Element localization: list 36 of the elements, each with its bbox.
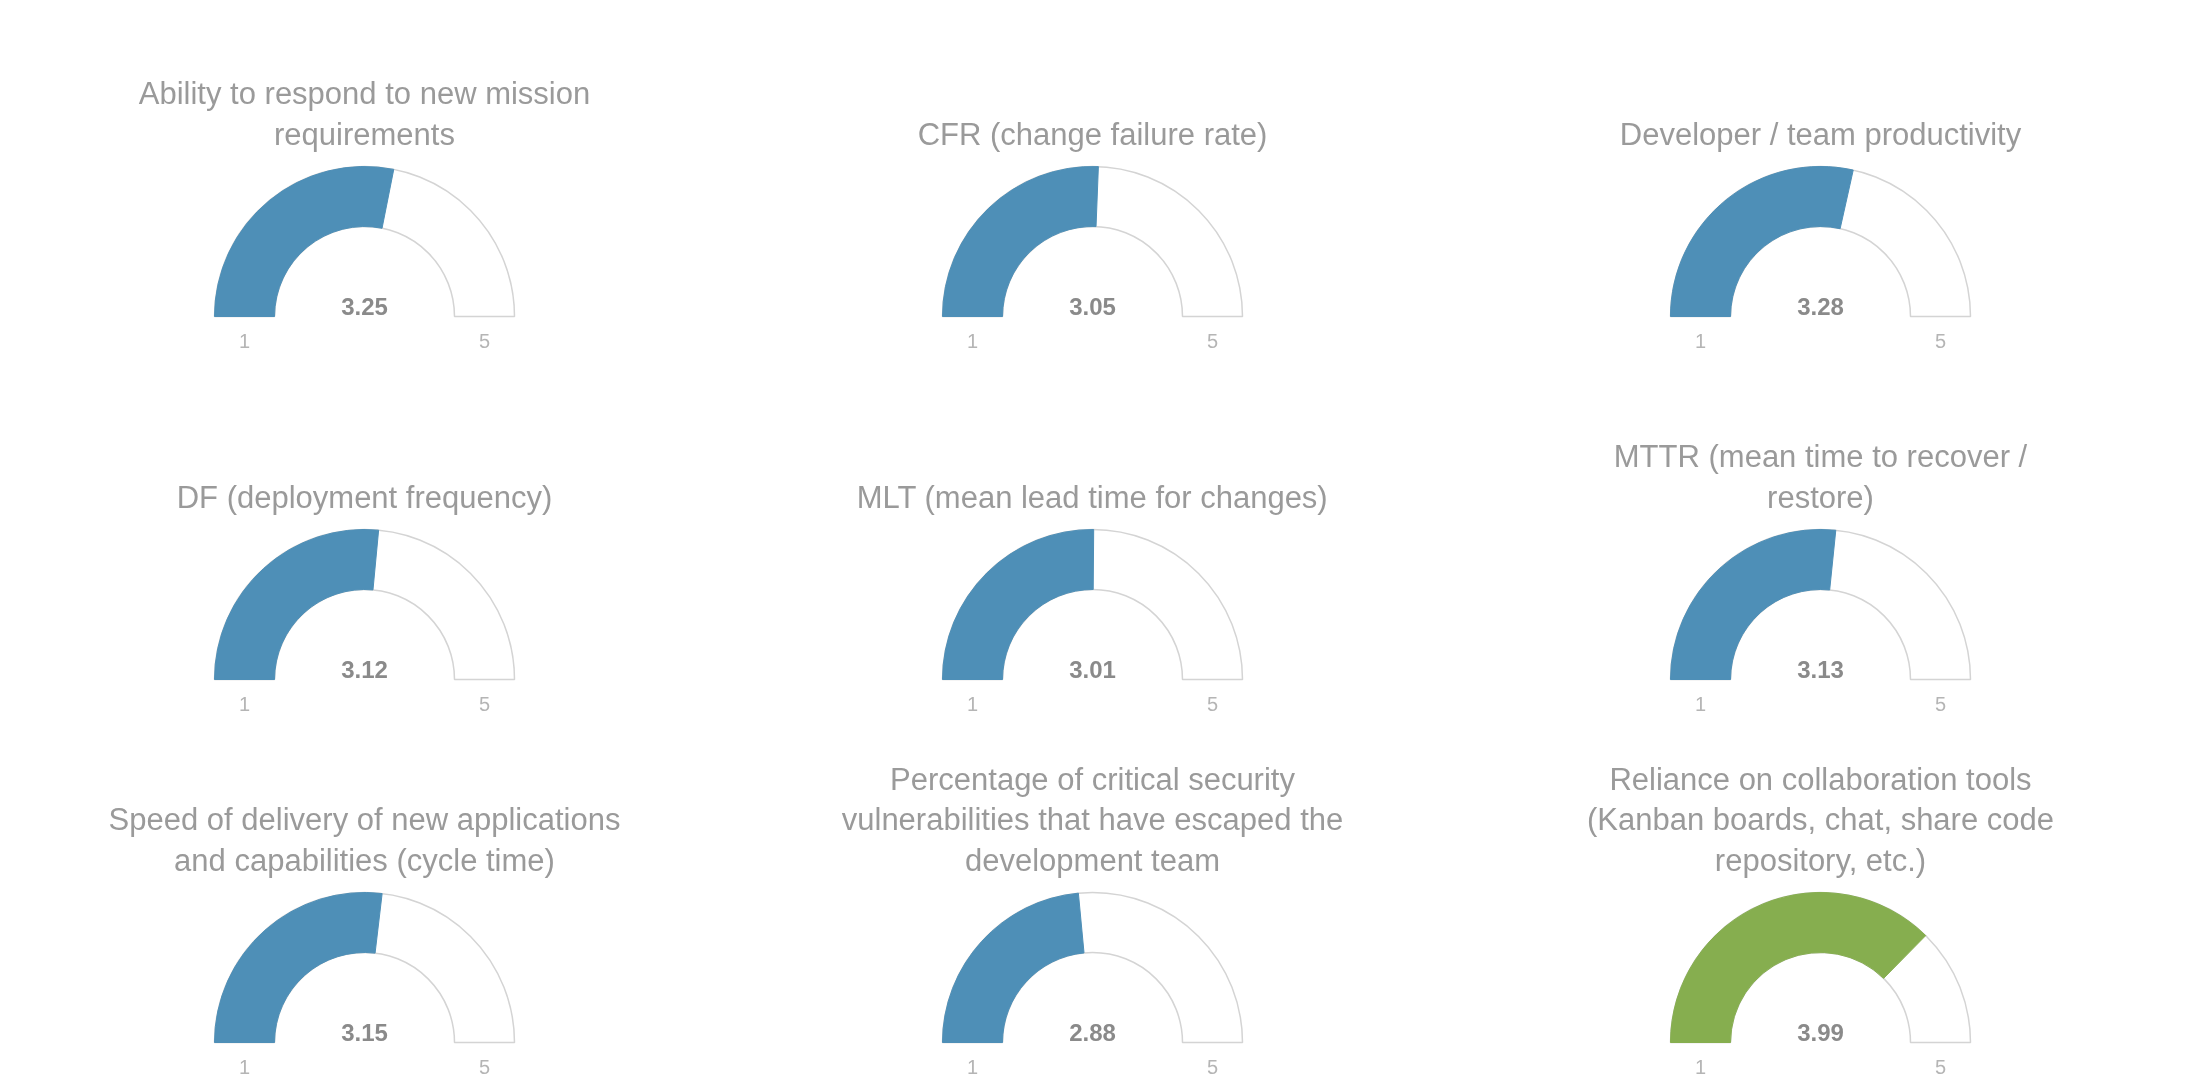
text: 5: [478, 1055, 491, 1078]
text: Speed of delivery of new applications and capabilities (cycle time): [108, 802, 621, 878]
text: 1: [1694, 329, 1707, 352]
text: DF (deployment frequency): [176, 479, 553, 515]
data-label: 3.13: [1797, 655, 1844, 683]
data-label: 3.15: [341, 1018, 388, 1046]
text: 1: [1694, 692, 1707, 715]
text: 5: [1206, 329, 1219, 352]
text: CFR (change failure rate): [917, 116, 1268, 152]
text: 5: [478, 329, 491, 352]
text: 1: [238, 1055, 251, 1078]
text: Ability to respond to new mission requirements: [138, 76, 591, 152]
text: Percentage of critical security vulnerabilities that have escaped the development team: [841, 762, 1344, 878]
data-label: 2.88: [1069, 1018, 1116, 1046]
data-label: 3.25: [341, 292, 388, 320]
text: 1: [238, 329, 251, 352]
text: 5: [1934, 329, 1947, 352]
text: 1: [1694, 1055, 1707, 1078]
data-label: 3.05: [1069, 292, 1116, 320]
text: MTTR (mean time to recover / restore): [1613, 439, 2028, 515]
text: 1: [966, 329, 979, 352]
text: 5: [478, 692, 491, 715]
text: Developer / team productivity: [1619, 116, 2022, 152]
text: 1: [966, 1055, 979, 1078]
text: 5: [1934, 1055, 1947, 1078]
data-label: 3.12: [341, 655, 388, 683]
text: 1: [238, 692, 251, 715]
text: 5: [1206, 1055, 1219, 1078]
data-label: 3.01: [1069, 655, 1116, 683]
text: 5: [1206, 692, 1219, 715]
text: Reliance on collaboration tools (Kanban boards, chat, share code repository, etc.): [1586, 762, 2055, 878]
data-label: 3.28: [1797, 292, 1844, 320]
text: MLT (mean lead time for changes): [856, 479, 1328, 515]
text: 5: [1934, 692, 1947, 715]
text: 1: [966, 692, 979, 715]
data-label: 3.99: [1797, 1018, 1844, 1046]
